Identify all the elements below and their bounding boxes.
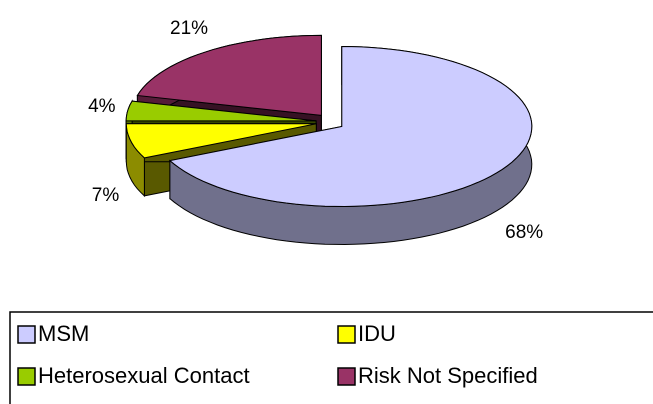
pie-slice <box>125 123 317 159</box>
legend-box <box>9 311 653 404</box>
legend-label: Risk Not Specified <box>358 363 538 388</box>
legend-label: IDU <box>358 321 396 346</box>
legend-label: Heterosexual Contact <box>38 363 250 388</box>
legend-swatch <box>337 367 356 386</box>
data-label: 4% <box>88 96 116 117</box>
pie-slice <box>168 45 533 208</box>
data-label: 21% <box>170 18 208 39</box>
data-label: 68% <box>505 222 543 243</box>
pie-tops <box>125 34 533 208</box>
legend-label: MSM <box>38 321 89 346</box>
pie-slice <box>136 34 322 116</box>
legend-swatch <box>17 325 36 344</box>
legend-swatch <box>337 325 356 344</box>
data-label: 7% <box>92 185 120 206</box>
pie-slice <box>125 100 317 122</box>
legend-swatch <box>17 367 36 386</box>
